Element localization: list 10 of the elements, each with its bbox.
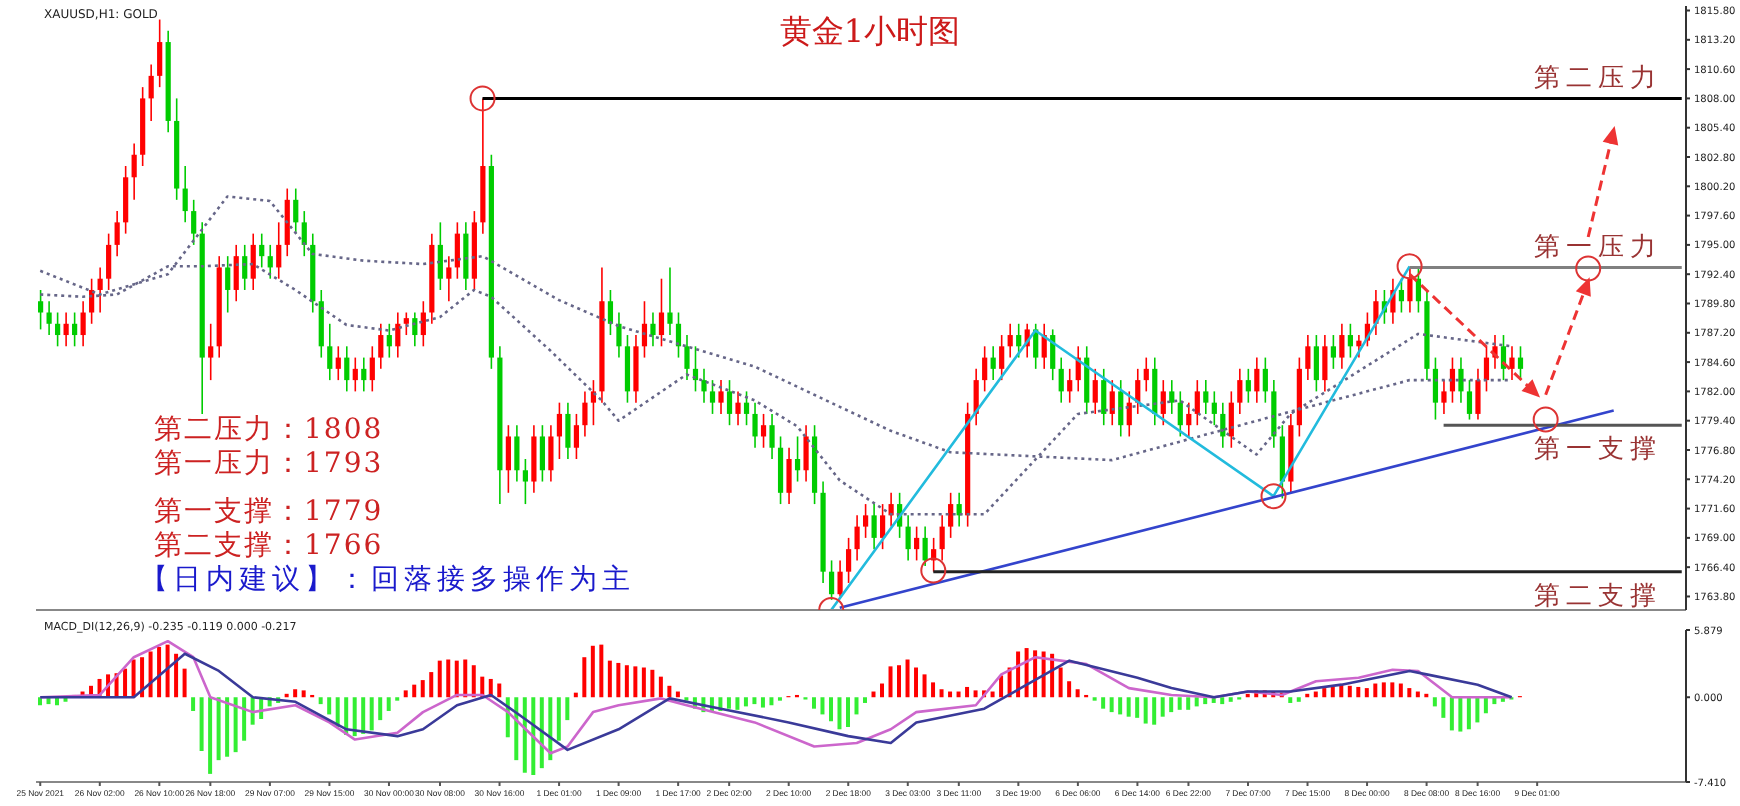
chart-title: 黄金1小时图 [779,12,961,50]
series-label: 第一压力 [1533,233,1662,264]
series-label: 第一支撑 [1533,435,1662,466]
annotation: 第二支撑：1766 [154,528,384,564]
annotation: 第一支撑：1779 [154,494,384,530]
annotation: 第二压力：1808 [154,412,384,448]
series-label: 第二支撑 [1533,581,1662,612]
annotation: 【日内建议】：回落接多操作为主 [140,562,635,598]
annotation: 第一压力：1793 [154,446,384,482]
series-label: 第二压力 [1533,64,1662,95]
